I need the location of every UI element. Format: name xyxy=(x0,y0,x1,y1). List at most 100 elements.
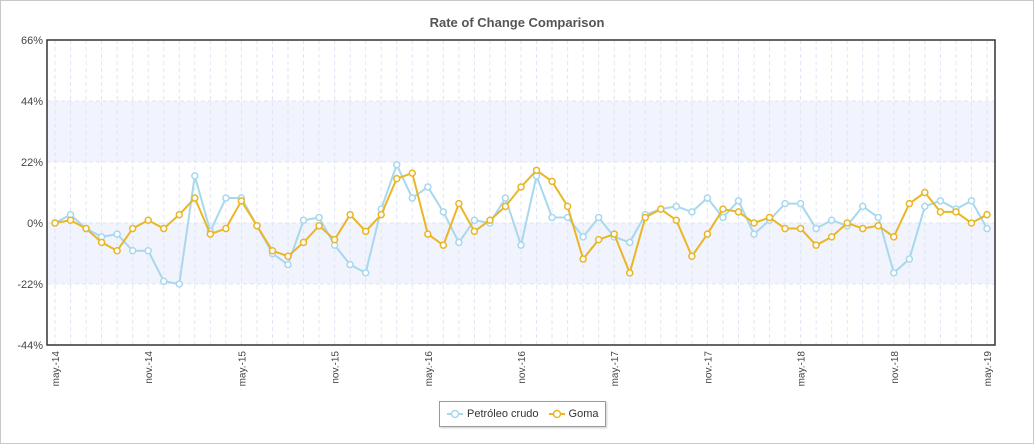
x-tick-label: nov.-14 xyxy=(144,351,155,384)
legend-label-goma: Goma xyxy=(568,408,599,420)
data-point xyxy=(346,210,354,219)
data-point xyxy=(517,183,525,191)
data-point xyxy=(936,208,945,216)
y-tick-label: -44% xyxy=(17,340,43,352)
legend-marker-goma xyxy=(548,409,565,419)
data-point xyxy=(594,235,603,244)
data-point xyxy=(952,208,960,216)
y-tick-label: -22% xyxy=(17,279,43,291)
chart-title: Rate of Change Comparison xyxy=(429,15,605,30)
data-point xyxy=(688,252,696,261)
legend[interactable]: Petróleo crudo Goma xyxy=(439,401,606,427)
x-tick-label: nov.-17 xyxy=(703,351,714,384)
x-tick-label: nov.-16 xyxy=(517,351,528,384)
data-point xyxy=(905,255,914,263)
data-point xyxy=(253,222,261,230)
x-tick-label: may.-19 xyxy=(983,351,994,387)
x-tick-label: may.-15 xyxy=(237,351,248,387)
data-point xyxy=(222,224,230,233)
data-point xyxy=(501,194,510,202)
y-tick-label: 44% xyxy=(21,96,43,108)
data-point xyxy=(719,205,727,213)
data-point xyxy=(128,246,137,255)
data-point xyxy=(268,246,277,255)
data-point xyxy=(455,238,463,247)
data-point xyxy=(144,246,152,255)
data-point xyxy=(361,269,370,277)
data-point xyxy=(51,219,59,227)
data-point xyxy=(315,222,323,230)
data-point xyxy=(921,188,929,197)
data-point xyxy=(548,213,556,222)
data-point xyxy=(191,194,199,202)
y-tick-label: 66% xyxy=(21,35,43,47)
data-point xyxy=(330,235,339,244)
data-point xyxy=(455,199,463,208)
legend-item-petroleo[interactable]: Petróleo crudo xyxy=(447,408,539,420)
data-point xyxy=(408,169,417,177)
data-point xyxy=(159,277,168,285)
data-point xyxy=(579,255,587,263)
data-point xyxy=(625,269,634,277)
data-point xyxy=(377,210,385,219)
data-point xyxy=(641,213,650,222)
data-point xyxy=(874,213,883,222)
data-point xyxy=(610,230,618,238)
data-point xyxy=(983,210,991,219)
data-point xyxy=(392,174,401,183)
x-tick-label: nov.-15 xyxy=(331,351,342,384)
data-point xyxy=(439,241,448,249)
data-point xyxy=(672,202,681,211)
data-point xyxy=(890,233,898,241)
data-point xyxy=(796,199,805,208)
data-point xyxy=(703,230,712,238)
data-point xyxy=(781,224,789,233)
data-point xyxy=(128,224,137,233)
plot-border xyxy=(46,39,996,346)
data-point xyxy=(967,197,976,205)
data-point xyxy=(750,219,758,227)
data-point xyxy=(905,199,914,208)
x-tick-label: may.-18 xyxy=(797,351,808,387)
data-point xyxy=(563,202,572,211)
legend-item-goma[interactable]: Goma xyxy=(548,408,599,420)
x-tick-label: may.-14 xyxy=(51,351,62,387)
data-point xyxy=(936,197,945,205)
data-point xyxy=(206,230,215,238)
data-point xyxy=(734,197,743,205)
data-point xyxy=(144,216,152,224)
data-point xyxy=(703,194,712,202)
data-point xyxy=(284,252,292,261)
legend-marker-petroleo xyxy=(447,409,463,419)
y-tick-label: 0% xyxy=(27,218,43,230)
data-point xyxy=(175,280,184,288)
data-point xyxy=(439,208,448,216)
data-point xyxy=(408,194,417,202)
data-point xyxy=(657,205,665,213)
data-point xyxy=(579,233,587,241)
data-point xyxy=(361,227,370,236)
y-tick-label: 22% xyxy=(21,157,43,169)
data-point xyxy=(858,224,867,233)
data-point xyxy=(191,172,199,180)
data-point xyxy=(392,161,401,169)
data-point xyxy=(66,216,75,224)
data-point xyxy=(921,202,929,211)
data-point xyxy=(765,213,774,222)
data-point xyxy=(284,260,292,269)
data-point xyxy=(812,241,820,249)
data-point xyxy=(827,216,836,224)
data-point xyxy=(175,210,184,219)
data-point xyxy=(750,230,758,238)
data-point xyxy=(594,213,603,222)
data-point xyxy=(688,208,696,216)
data-point xyxy=(827,233,836,241)
legend-label-petroleo: Petróleo crudo xyxy=(467,408,539,420)
data-point xyxy=(82,224,90,233)
data-point xyxy=(315,213,323,222)
data-point xyxy=(299,216,308,224)
data-point xyxy=(672,216,681,224)
data-point xyxy=(424,230,432,238)
x-tick-label: may.-17 xyxy=(610,351,621,387)
